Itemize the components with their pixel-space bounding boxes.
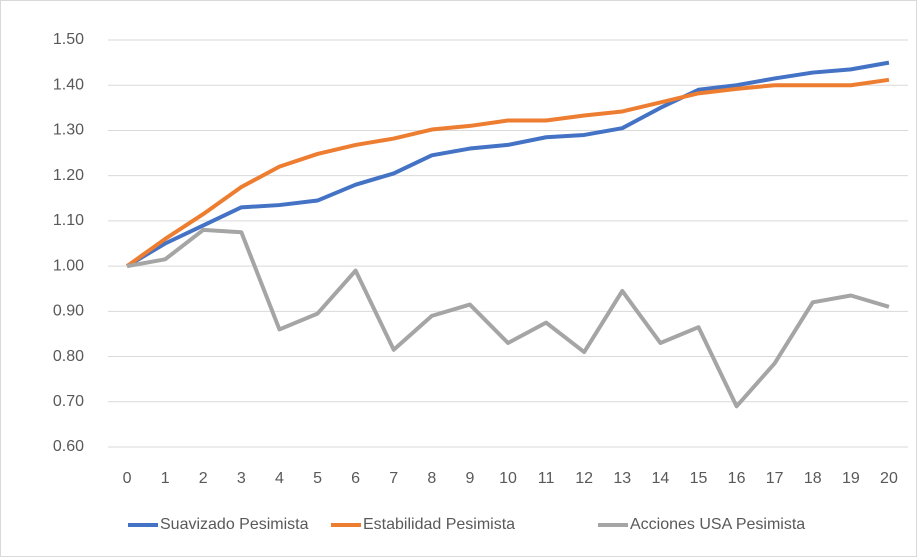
x-tick-label: 19 — [842, 470, 860, 487]
x-tick-label: 10 — [499, 470, 517, 487]
y-tick-label: 0.90 — [53, 303, 84, 320]
series-line — [126, 60, 890, 268]
y-tick-label: 1.10 — [53, 212, 84, 229]
x-tick-label: 15 — [690, 470, 708, 487]
y-tick-label: 1.40 — [53, 76, 84, 93]
x-tick-label: 20 — [880, 470, 898, 487]
x-tick-label: 16 — [728, 470, 746, 487]
y-tick-label: 1.00 — [53, 257, 84, 274]
series-line — [125, 77, 890, 268]
x-tick-label: 13 — [613, 470, 631, 487]
x-tick-label: 14 — [651, 470, 669, 487]
x-tick-label: 1 — [161, 470, 170, 487]
legend-label: Acciones USA Pesimista — [630, 516, 805, 533]
legend-label: Suavizado Pesimista — [160, 516, 309, 533]
x-tick-label: 2 — [199, 470, 208, 487]
y-tick-label: 0.60 — [53, 438, 84, 455]
x-tick-label: 11 — [538, 470, 555, 487]
series-line — [126, 227, 890, 409]
x-tick-label: 0 — [123, 470, 132, 487]
x-tick-label: 4 — [275, 470, 284, 487]
y-tick-label: 0.70 — [53, 393, 84, 410]
x-tick-label: 5 — [313, 470, 322, 487]
x-tick-label: 7 — [389, 470, 398, 487]
y-tick-label: 1.30 — [53, 122, 84, 139]
x-tick-label: 3 — [237, 470, 246, 487]
x-tick-label: 18 — [804, 470, 822, 487]
legend-label: Estabilidad Pesimista — [363, 516, 515, 533]
y-tick-label: 1.50 — [53, 31, 84, 48]
x-tick-label: 12 — [575, 470, 593, 487]
x-tick-label: 8 — [427, 470, 436, 487]
x-tick-label: 6 — [351, 470, 360, 487]
y-tick-label: 0.80 — [53, 348, 84, 365]
x-tick-label: 17 — [766, 470, 784, 487]
y-tick-label: 1.20 — [53, 167, 84, 184]
x-tick-label: 9 — [465, 470, 474, 487]
